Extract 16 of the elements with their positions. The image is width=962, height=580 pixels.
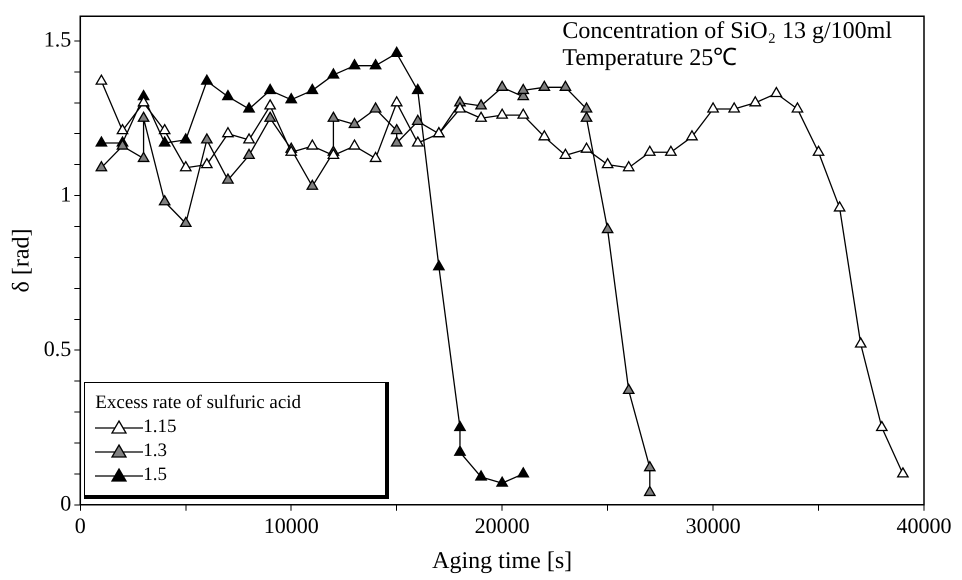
x-tick-label: 30000: [686, 512, 741, 538]
annotation: Concentration of SiO₂ 13 g/100ml: [562, 18, 892, 46]
y-tick-label: 0.5: [44, 336, 72, 361]
legend-label: 1.3: [143, 438, 168, 463]
y-axis-title: δ [rad]: [8, 228, 35, 292]
y-tick-label: 1: [60, 181, 72, 206]
x-axis-title: Aging time [s]: [432, 548, 572, 574]
x-tick-label: 20000: [474, 512, 530, 538]
x-tick-label: 40000: [896, 512, 952, 538]
legend-title: Excess rate of sulfuric acid: [95, 390, 302, 415]
annotation: Temperature 25℃: [562, 45, 738, 72]
y-tick-label: 0: [60, 490, 72, 516]
legend-label: 1.15: [143, 414, 177, 439]
y-tick-label: 1.5: [44, 26, 72, 52]
legend-label: 1.5: [143, 462, 168, 487]
x-tick-label: 10000: [264, 512, 319, 538]
